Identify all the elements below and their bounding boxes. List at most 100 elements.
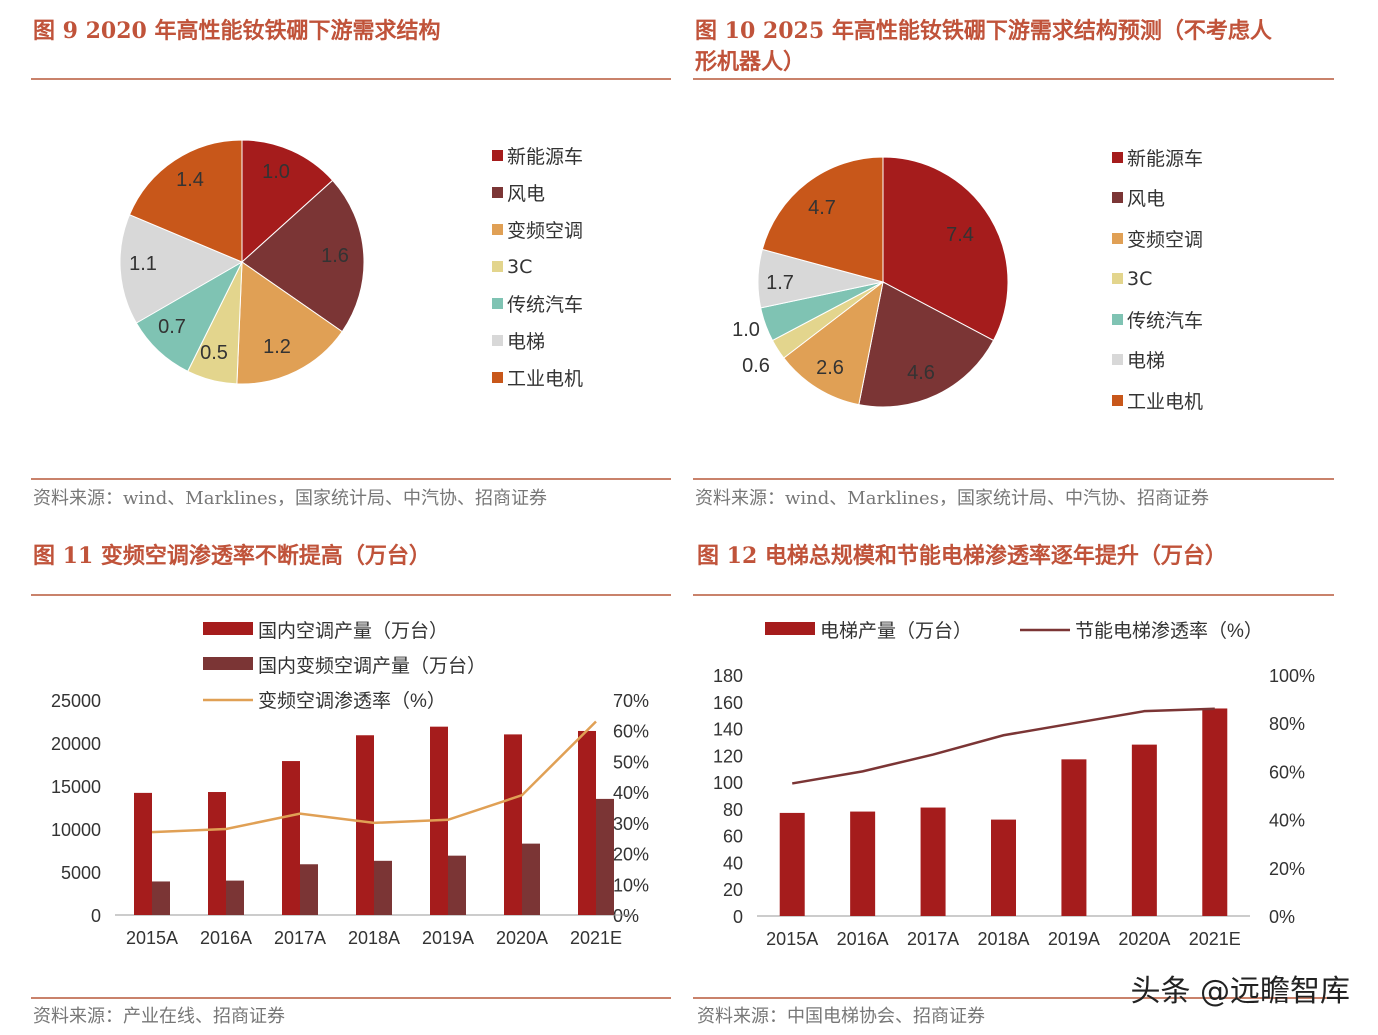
fig9-slice-label-1: 1.6	[321, 245, 349, 267]
fig11-bar-s1-2	[300, 864, 318, 915]
fig12-top-rule	[693, 594, 1334, 596]
fig10-slice-1	[858, 281, 995, 408]
fig12-bar-s0-2	[920, 807, 946, 916]
fig11-legend-label-0: 国内空调产量（万台）	[258, 620, 448, 642]
fig11-y-right-tick-2: 20%	[613, 845, 649, 865]
fig11-bar-s1-5	[522, 843, 540, 915]
fig11-legend-label-1: 国内变频空调产量（万台）	[258, 655, 486, 677]
fig11-y-right-tick-3: 30%	[613, 814, 649, 834]
fig9-legend-swatch-1	[492, 187, 503, 198]
fig11-y-left-tick-3: 15000	[51, 777, 101, 797]
fig9-legend: 新能源车 风电 变频空调 3C 传统汽车 电梯 工业电机	[492, 137, 583, 396]
fig9-slice-1	[241, 179, 365, 333]
fig10-source: 资料来源：wind、Marklines，国家统计局、中汽协、招商证券	[695, 488, 1209, 509]
fig10-legend-label-0: 新能源车	[1127, 147, 1204, 170]
fig10-legend-item-1: 风电	[1112, 178, 1203, 219]
fig9-legend-swatch-5	[492, 335, 503, 346]
fig9-legend-label-2: 变频空调	[507, 220, 584, 242]
fig9-top-rule	[31, 78, 671, 80]
fig11-bar-s1-1	[226, 880, 244, 915]
fig10-slice-label-3: 0.6	[742, 355, 770, 377]
fig12-y-left-tick-1: 20	[723, 880, 743, 900]
fig9-slice-label-0: 1.0	[262, 161, 290, 183]
fig9-legend-item-3: 3C	[492, 248, 583, 285]
fig9-legend-swatch-2	[492, 224, 503, 235]
fig9-legend-item-4: 传统汽车	[492, 285, 583, 322]
fig11-bar-s0-0	[134, 792, 152, 915]
fig11-y-right-tick-7: 70%	[613, 691, 649, 711]
fig9-slice-5	[119, 214, 244, 324]
fig10-slice-label-6: 4.7	[808, 197, 836, 219]
fig10-legend-item-3: 3C	[1112, 259, 1203, 300]
fig11-bar-s1-3	[374, 860, 392, 915]
fig12-y-right-tick-3: 60%	[1269, 762, 1305, 782]
fig12-y-right-tick-0: 0%	[1269, 907, 1295, 927]
fig11-x-tick-4: 2019A	[422, 928, 474, 948]
fig9-legend-label-5: 电梯	[507, 331, 546, 353]
fig12-source: 资料来源：中国电梯协会、招商证券	[697, 1006, 985, 1027]
fig12-y-right-tick-2: 40%	[1269, 811, 1305, 831]
fig11-y-left-tick-2: 10000	[51, 820, 101, 840]
fig12-bar-s0-4	[1061, 759, 1087, 916]
fig9-legend-item-5: 电梯	[492, 322, 583, 359]
fig10-legend-swatch-5	[1112, 354, 1123, 366]
fig9-slice-label-5: 1.1	[129, 253, 157, 275]
fig12-x-tick-6: 2021E	[1189, 929, 1241, 949]
fig12-x-tick-2: 2017A	[907, 929, 959, 949]
fig11-combo-chart: 0 5000 10000 15000 20000 25000 0% 10% 20% 30% 40% 5…	[51, 620, 649, 948]
fig10-slice-6	[761, 156, 884, 283]
fig12-bottom-rule	[693, 997, 1334, 999]
fig11-bottom-rule	[31, 997, 671, 999]
fig12-y-right-tick-4: 80%	[1269, 714, 1305, 734]
fig10-legend: 新能源车 风电 变频空调 3C 传统汽车 电梯 工业电机	[1112, 137, 1203, 421]
fig9-legend-label-6: 工业电机	[507, 368, 584, 390]
fig11-legend-symbol-0	[203, 622, 253, 635]
fig10-pie-chart: 7.4 4.6 2.6 0.6 1.0 1.7 4.7	[732, 156, 1009, 408]
fig10-legend-label-1: 风电	[1127, 188, 1166, 211]
fig12-y-left-tick-7: 140	[713, 720, 743, 740]
fig11-bar-s0-3	[356, 735, 374, 915]
fig12-legend-label-0: 电梯产量（万台）	[820, 620, 972, 642]
fig9-title: 图 9 2020 年高性能钕铁硼下游需求结构	[33, 18, 441, 44]
fig11-y-left-tick-0: 0	[91, 906, 101, 926]
fig10-legend-item-2: 变频空调	[1112, 218, 1203, 259]
fig11-y-right-tick-6: 60%	[613, 722, 649, 742]
fig9-source: 资料来源：wind、Marklines，国家统计局、中汽协、招商证券	[33, 488, 547, 509]
fig12-legend-label-1: 节能电梯渗透率（%）	[1075, 620, 1263, 642]
fig9-legend-swatch-3	[492, 261, 503, 272]
fig12-title: 图 12 电梯总规模和节能电梯渗透率逐年提升（万台）	[697, 543, 1227, 569]
fig10-legend-label-2: 变频空调	[1127, 228, 1204, 251]
fig10-legend-swatch-3	[1112, 273, 1123, 285]
fig12-bar-s0-3	[991, 819, 1016, 916]
fig10-legend-item-5: 电梯	[1112, 340, 1203, 381]
fig11-bar-s0-1	[208, 792, 226, 915]
fig12-bar-s0-0	[779, 812, 805, 916]
fig12-y-left-tick-3: 60	[723, 827, 743, 847]
fig9-legend-label-3: 3C	[507, 255, 533, 278]
fig11-y-right-tick-0: 0%	[613, 906, 639, 926]
fig11-y-right-tick-4: 40%	[613, 783, 649, 803]
fig10-legend-label-4: 传统汽车	[1127, 309, 1204, 332]
fig11-legend-symbol-1	[203, 657, 253, 670]
fig10-title-line1: 图 10 2025 年高性能钕铁硼下游需求结构预测（不考虑人	[695, 18, 1272, 44]
fig11-x-tick-3: 2018A	[348, 928, 400, 948]
fig11-x-tick-0: 2015A	[126, 928, 178, 948]
fig9-legend-item-0: 新能源车	[492, 137, 583, 174]
fig9-legend-swatch-0	[492, 150, 503, 161]
fig9-slice-6	[128, 140, 243, 263]
fig10-slice-label-0: 7.4	[946, 224, 974, 246]
fig9-legend-label-0: 新能源车	[507, 146, 584, 168]
fig12-x-tick-4: 2019A	[1048, 929, 1100, 949]
fig11-y-right-tick-1: 10%	[613, 875, 649, 895]
fig12-x-tick-5: 2020A	[1118, 929, 1170, 949]
fig12-y-right-tick-1: 20%	[1269, 859, 1305, 879]
fig9-legend-label-4: 传统汽车	[507, 294, 584, 316]
fig9-slice-label-4: 0.7	[158, 316, 186, 338]
fig10-legend-item-4: 传统汽车	[1112, 299, 1203, 340]
fig11-x-tick-2: 2017A	[274, 928, 326, 948]
fig9-slice-label-6: 1.4	[176, 169, 204, 191]
fig12-y-right-tick-5: 100%	[1269, 666, 1315, 686]
fig10-slice-label-4: 1.0	[732, 319, 760, 341]
fig9-legend-swatch-4	[492, 298, 503, 309]
fig10-legend-swatch-2	[1112, 232, 1123, 244]
